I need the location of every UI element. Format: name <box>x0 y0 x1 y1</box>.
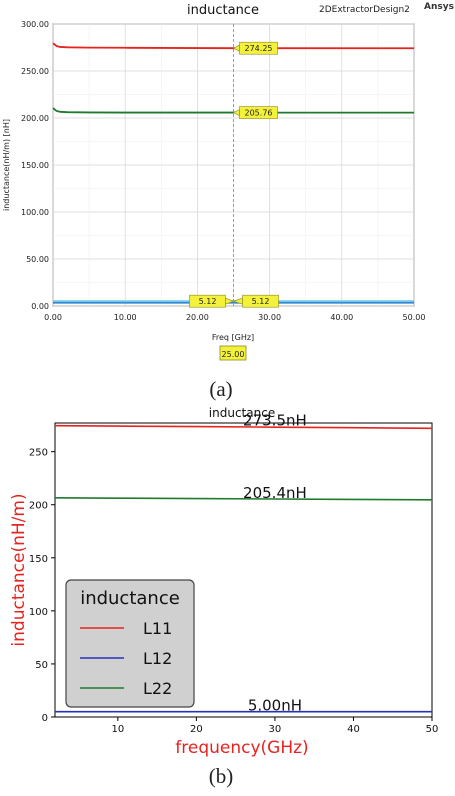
chart-b-legend-label: L11 <box>143 619 172 638</box>
chart-a-title: inductance <box>187 3 259 18</box>
chart-a-x-tick-label: 10.00 <box>114 313 137 322</box>
chart-b-x-tick-label: 10 <box>111 724 124 735</box>
chart-b-legend-item-l22: L22 <box>80 679 172 698</box>
chart-b-x-ticks: 10 20 30 40 50 <box>111 717 438 735</box>
chart-b-y-axis-label: inductance(nH/m) <box>9 493 29 646</box>
chart-b-x-tick-label: 40 <box>347 724 360 735</box>
chart-b-x-tick-label: 30 <box>269 724 282 735</box>
chart-a-marker-box <box>239 41 278 55</box>
chart-b-series-line-l11 <box>54 424 433 430</box>
chart-b-series-line-l22 <box>54 497 433 501</box>
chart-a-brand: Ansys <box>424 2 454 12</box>
chart-a-design-label: 2DExtractorDesign2 <box>319 5 410 15</box>
chart-a-marker-1[interactable]: 205.76 <box>232 106 278 119</box>
chart-a-marker-2[interactable]: 5.12 <box>189 294 235 308</box>
chart-a-series-line-0 <box>52 42 415 50</box>
chart-a-y-tick-labels: 0.00 50.00 100.00 150.00 200.00 250.00 300.00 <box>21 20 49 311</box>
chart-a-y-tick-label: 0.00 <box>31 302 49 311</box>
chart-b-y-tick-label: 250 <box>29 448 48 459</box>
chart-a-x-tick-label: 40.00 <box>330 313 353 322</box>
chart-a-marker-label: 205.76 <box>245 109 273 118</box>
chart-a-marker-0[interactable]: 274.25 <box>232 41 278 55</box>
chart-b-x-tick-label: 20 <box>190 724 203 735</box>
chart-b-legend-items: L11 L12 L22 <box>80 619 172 698</box>
chart-a-marker-box <box>189 294 226 308</box>
chart-b-legend: inductance L11 L12 L22 <box>65 579 195 708</box>
chart-a-grid <box>52 23 415 307</box>
caption-b: (b) <box>209 764 234 788</box>
chart-b-legend-label: L12 <box>143 649 172 668</box>
chart-a-marker-label: 5.12 <box>199 297 217 306</box>
chart-a-cursor-box[interactable] <box>219 345 247 361</box>
chart-a: inductance 2DExtractorDesign2 Ansys 0.00… <box>2 2 454 401</box>
chart-a-series-line-1 <box>52 107 415 114</box>
chart-a-x-tick-label: 50.00 <box>403 313 426 322</box>
chart-b: inductance 0 50 100 150 200 250 10 20 30 40 50 27… <box>9 406 438 788</box>
chart-a-y-tick-label: 150.00 <box>21 161 49 170</box>
chart-a-marker-box <box>239 106 278 119</box>
chart-a-y-axis-label: inductance(nH/m) [nH] <box>2 119 11 211</box>
chart-b-legend-item-l12: L12 <box>80 649 172 668</box>
chart-b-annotation: 205.4nH <box>243 484 307 502</box>
chart-a-marker-label: 274.25 <box>245 44 273 53</box>
chart-b-y-tick-label: 0 <box>42 713 48 724</box>
chart-a-y-tick-label: 50.00 <box>26 255 49 264</box>
chart-b-annotation: 5.00nH <box>248 697 302 715</box>
chart-b-x-axis-label: frequency(GHz) <box>175 738 308 758</box>
chart-a-y-tick-label: 100.00 <box>21 208 49 217</box>
chart-a-y-tick-label: 200.00 <box>21 114 49 123</box>
chart-a-marker-3[interactable]: 5.12 <box>232 294 279 308</box>
chart-b-legend-label: L22 <box>143 679 172 698</box>
chart-a-marker-label: 5.12 <box>252 297 270 306</box>
chart-a-x-tick-labels: 0.00 10.00 20.00 30.00 40.00 50.00 <box>44 313 425 322</box>
chart-a-y-tick-label: 300.00 <box>21 20 49 29</box>
chart-b-y-tick-label: 150 <box>29 554 48 565</box>
chart-b-annotation: 273.5nH <box>243 412 307 430</box>
chart-a-cursor-label: 25.00 <box>222 350 245 359</box>
chart-a-markers: 274.25 205.76 5.12 5.12 <box>189 41 279 308</box>
chart-b-x-tick-label: 50 <box>426 724 439 735</box>
chart-a-x-axis-label: Freq [GHz] <box>212 333 254 342</box>
chart-b-y-tick-label: 50 <box>35 660 48 671</box>
chart-b-legend-box <box>65 579 195 708</box>
chart-a-y-tick-label: 250.00 <box>21 67 49 76</box>
caption-a: (a) <box>209 377 232 401</box>
chart-a-x-tick-label: 30.00 <box>258 313 281 322</box>
chart-a-marker-box <box>242 294 279 308</box>
chart-a-x-tick-label: 0.00 <box>44 313 62 322</box>
chart-b-y-tick-label: 200 <box>29 501 48 512</box>
chart-b-title: inductance <box>209 406 275 420</box>
chart-b-legend-item-l11: L11 <box>80 619 172 638</box>
chart-b-y-tick-label: 100 <box>29 607 48 618</box>
chart-b-series <box>54 424 433 713</box>
chart-b-y-ticks: 0 50 100 150 200 250 <box>29 448 55 724</box>
chart-a-x-tick-label: 20.00 <box>186 313 209 322</box>
chart-b-annotations: 273.5nH 205.4nH 5.00nH <box>243 412 307 715</box>
chart-b-legend-title: inductance <box>80 588 180 609</box>
